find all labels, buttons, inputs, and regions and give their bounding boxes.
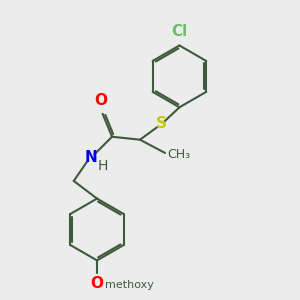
Text: CH₃: CH₃ (167, 148, 190, 161)
Text: Cl: Cl (171, 24, 188, 39)
Text: S: S (156, 116, 167, 131)
Text: O: O (94, 94, 108, 109)
Text: methoxy: methoxy (105, 280, 154, 290)
Text: O: O (91, 276, 103, 291)
Text: H: H (98, 159, 108, 173)
Text: N: N (84, 150, 97, 165)
